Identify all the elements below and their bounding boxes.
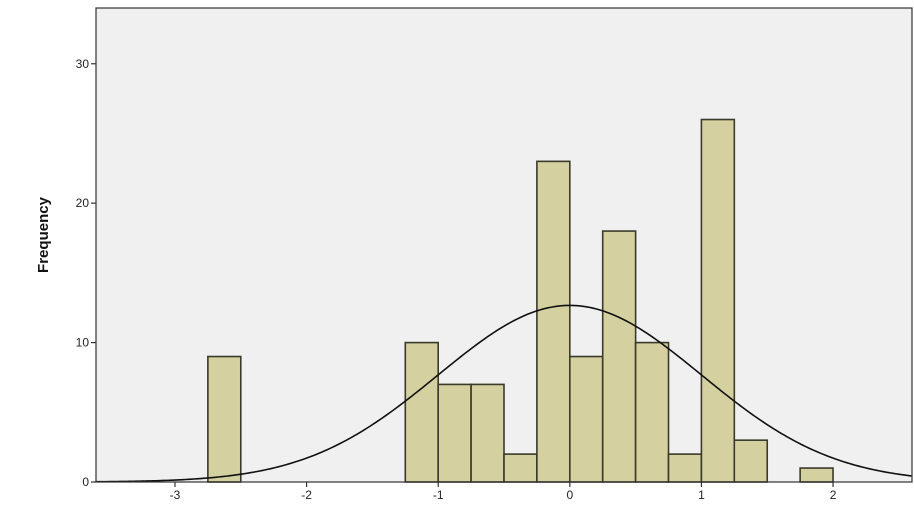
x-tick-label: 0 xyxy=(566,488,573,502)
y-axis: 0 10 20 30 xyxy=(76,57,96,489)
normal-curve xyxy=(95,304,913,483)
x-tick-label: 1 xyxy=(698,488,705,502)
histogram-bar xyxy=(733,439,769,483)
histogram-bar xyxy=(569,355,604,483)
histogram-bar xyxy=(536,160,571,483)
y-tick-label: 0 xyxy=(82,475,89,489)
histogram-bar xyxy=(404,341,439,483)
histogram-bars xyxy=(207,118,834,483)
y-axis-title: Frequency xyxy=(35,196,52,273)
histogram-bar xyxy=(503,453,538,483)
histogram-bar xyxy=(470,383,505,483)
histogram-bar xyxy=(700,118,736,483)
x-tick-label: -3 xyxy=(170,488,181,502)
x-tick-label: 2 xyxy=(830,488,837,502)
plot-frame xyxy=(95,7,913,483)
histogram-bar xyxy=(667,453,703,483)
y-tick-label: 10 xyxy=(76,336,90,350)
y-tick-label: 20 xyxy=(76,196,90,210)
histogram-bar xyxy=(207,355,242,483)
histogram-bar xyxy=(634,341,670,483)
histogram-bar xyxy=(799,467,834,483)
histogram-bar xyxy=(601,230,637,483)
x-tick-label: -2 xyxy=(301,488,312,502)
x-tick-label: -1 xyxy=(433,488,444,502)
x-axis: -3 -2 -1 0 1 2 xyxy=(170,482,837,502)
histogram-bar xyxy=(437,383,472,483)
y-tick-label: 30 xyxy=(76,57,90,71)
